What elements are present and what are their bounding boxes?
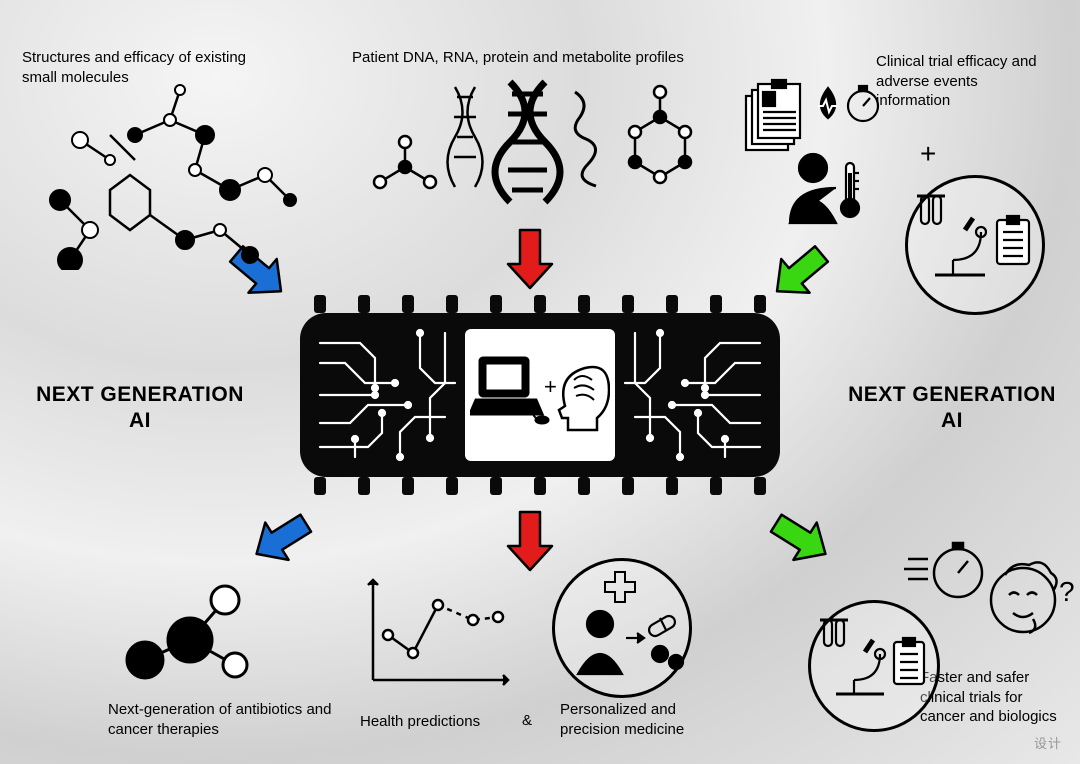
molecules-top-left-icon bbox=[20, 80, 320, 270]
lab-icons-bottom-right bbox=[818, 614, 930, 718]
label-right-big-line1: NEXT GENERATION bbox=[848, 383, 1056, 406]
mini-chart-icon bbox=[358, 575, 513, 695]
laptop-icon bbox=[470, 358, 548, 423]
molecule-bottom-left-icon bbox=[105, 565, 265, 695]
personalized-medicine-icon bbox=[560, 566, 690, 692]
label-top-center: Patient DNA, RNA, protein and metabolite… bbox=[352, 48, 684, 68]
arrow-out-center bbox=[490, 500, 570, 580]
label-bottom-left: Next-generation of antibiotics and cance… bbox=[108, 700, 348, 739]
watermark: 设计 bbox=[1034, 733, 1062, 752]
ampersand: & bbox=[522, 712, 532, 729]
label-bottom-center-b: Personalized and precision medicine bbox=[560, 700, 710, 739]
svg-text:?: ? bbox=[1059, 576, 1075, 607]
clinical-data-icon bbox=[738, 78, 888, 233]
label-left-big-line1: NEXT GENERATION bbox=[36, 383, 244, 406]
label-right-big: NEXT GENERATION AI bbox=[832, 382, 1072, 435]
label-left-big-line2: AI bbox=[129, 409, 151, 432]
label-bottom-right: Faster and safer clinical trials for can… bbox=[920, 668, 1070, 727]
stopwatch-fast-icon bbox=[900, 535, 990, 605]
omics-top-center-icon bbox=[360, 72, 710, 227]
arrow-in-center bbox=[490, 218, 570, 298]
chip-circuit-right bbox=[615, 323, 770, 467]
ai-chip: // pins generated below after data load;… bbox=[300, 295, 780, 495]
plus-in-chip: + bbox=[544, 374, 557, 399]
label-bottom-center-a: Health predictions bbox=[360, 712, 480, 732]
plus-sign-top-right: + bbox=[920, 138, 936, 170]
lab-icons-top-right bbox=[915, 190, 1035, 300]
chip-circuit-left bbox=[310, 323, 465, 467]
label-right-big-line2: AI bbox=[941, 409, 963, 432]
label-top-right: Clinical trial efficacy and adverse even… bbox=[876, 52, 1056, 111]
head-brain-icon bbox=[559, 367, 609, 430]
chip-center-window: + bbox=[465, 329, 615, 461]
chip-center-icons: + bbox=[470, 340, 610, 450]
arrow-out-right bbox=[760, 498, 840, 578]
sick-face-icon: ? bbox=[985, 555, 1080, 645]
label-left-big: NEXT GENERATION AI bbox=[20, 382, 260, 435]
